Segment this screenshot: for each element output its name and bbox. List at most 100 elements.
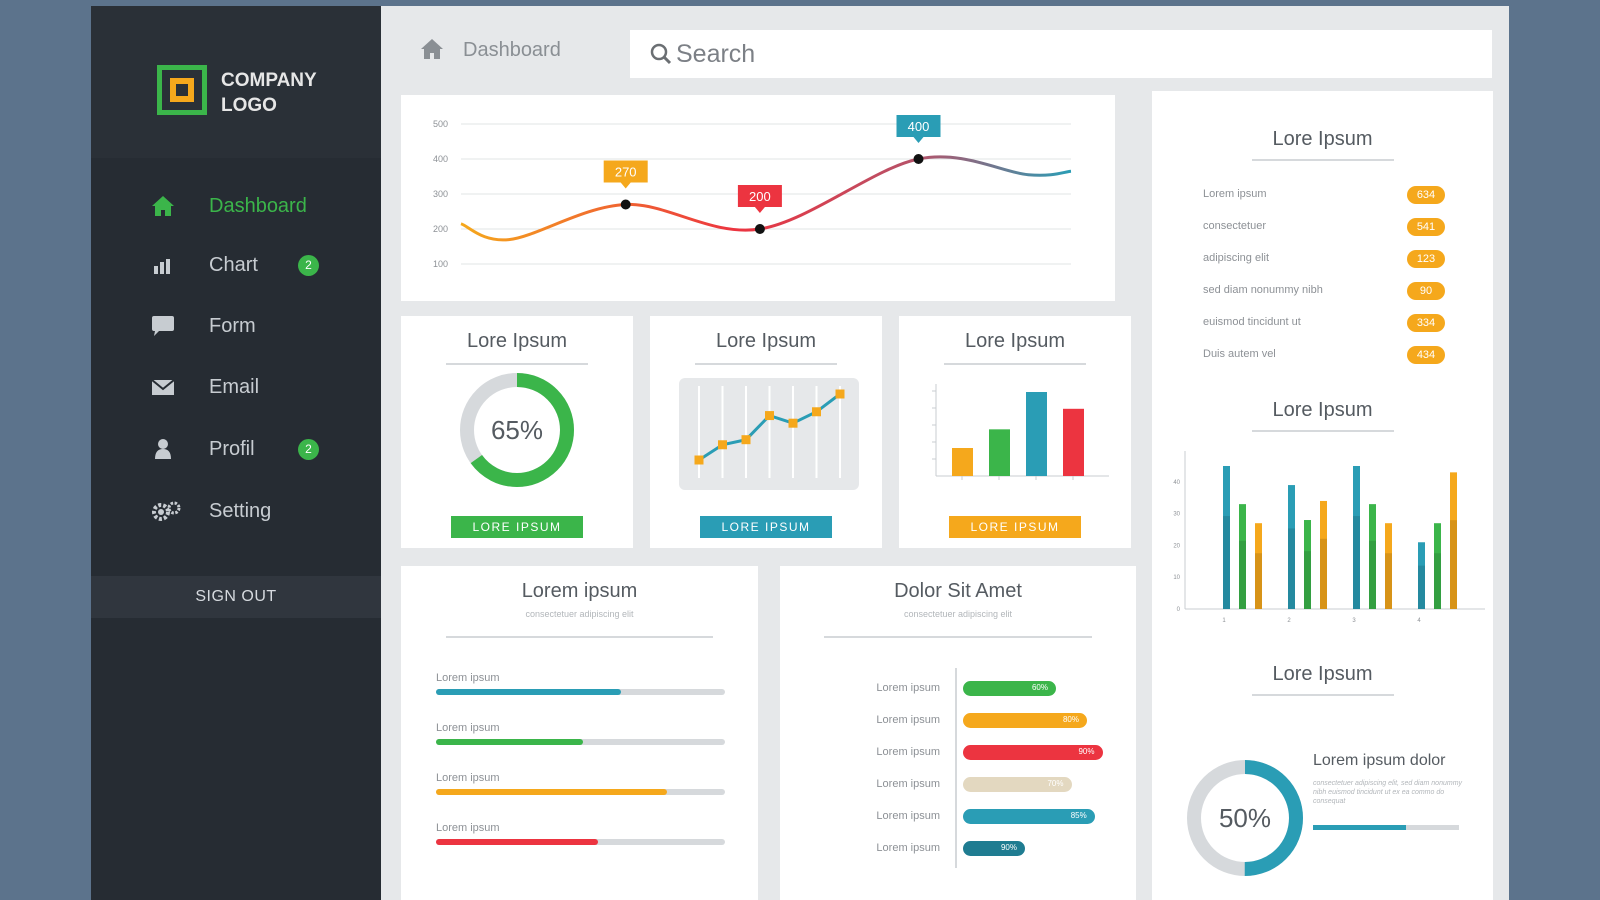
title-underline	[446, 636, 713, 638]
hbar-card: Dolor Sit Amet consectetuer adipiscing e…	[780, 566, 1136, 900]
progress-label: Lorem ipsum	[436, 822, 500, 834]
card-subtitle: consectetuer adipiscing elit	[525, 609, 634, 619]
x-tick-label: 1	[1222, 618, 1226, 624]
bar	[1223, 466, 1230, 609]
bar-chart-icon	[154, 259, 170, 274]
y-tick-label: 100	[433, 259, 448, 269]
progress-label: Lorem ipsum	[436, 772, 500, 784]
data-point	[788, 418, 798, 428]
bar-shade	[1304, 551, 1311, 609]
progress-fill	[436, 739, 584, 745]
sign-out-button[interactable]: SIGN OUT	[91, 576, 381, 618]
callout-box	[603, 160, 648, 183]
callout-box	[737, 185, 782, 207]
logo-icon	[157, 65, 207, 115]
progress-label: Lorem ipsum	[436, 672, 500, 684]
user-icon	[155, 439, 171, 459]
hbar-label: Lorem ipsum	[876, 682, 940, 694]
bar-shade	[1255, 553, 1262, 609]
progress-track	[436, 839, 725, 845]
progress-track	[436, 689, 725, 695]
sidebar-item-chart[interactable]: Chart 2	[91, 240, 381, 290]
donut-widget-card: Lore Ipsum 65% LORE IPSUM	[401, 316, 633, 548]
callout-label: 400	[908, 119, 930, 134]
stat-badge: 434	[1407, 346, 1445, 364]
callout-pointer	[620, 182, 631, 189]
sidebar-item-profil[interactable]: Profil 2	[91, 424, 381, 474]
data-point	[913, 154, 924, 164]
chat-bubble-icon	[152, 316, 174, 336]
x-tick-label: 3	[1352, 618, 1356, 624]
sidebar-item-email[interactable]: Email	[91, 362, 381, 412]
home-icon[interactable]	[420, 38, 444, 60]
hbar-percent: 90%	[1078, 747, 1095, 756]
x-tick-label: 2	[1287, 618, 1291, 624]
hbar: 70%	[963, 777, 1072, 792]
bar	[1353, 466, 1360, 609]
search-bar[interactable]	[630, 30, 1492, 78]
hbar: 90%	[963, 841, 1025, 856]
hbar-label: Lorem ipsum	[876, 842, 940, 854]
sidebar-item-label: Email	[209, 376, 260, 398]
data-point	[620, 199, 631, 210]
data-point	[754, 224, 765, 234]
title-underline	[1252, 430, 1394, 432]
callout-box	[896, 115, 941, 137]
hbar-label: Lorem ipsum	[876, 746, 940, 758]
bar	[1320, 500, 1327, 609]
bar	[1304, 520, 1311, 609]
callout-label: 200	[749, 189, 771, 204]
axis-line	[955, 668, 957, 868]
logo-text: COMPANY LOGO	[221, 68, 351, 118]
card-title: Lore Ipsum	[1272, 399, 1373, 421]
hbar-percent: 80%	[1062, 715, 1079, 724]
logo-line-2: LOGO	[221, 95, 277, 116]
bar	[1239, 504, 1246, 609]
donut-percent-label: 50%	[1219, 803, 1271, 833]
stat-badge: 90	[1407, 282, 1445, 300]
bar-shade	[1320, 538, 1327, 609]
card-title: Lore Ipsum	[1272, 663, 1373, 685]
home-icon	[152, 196, 174, 216]
lore-ipsum-button[interactable]: LORE IPSUM	[451, 516, 583, 538]
lore-ipsum-button[interactable]: LORE IPSUM	[700, 516, 832, 538]
stat-label: Lorem ipsum	[1203, 188, 1267, 200]
data-point	[741, 435, 751, 445]
y-tick-label: 0	[1177, 607, 1181, 613]
hbar-percent: 60%	[1031, 683, 1048, 692]
bar	[1434, 523, 1441, 609]
donut-progress-track	[1313, 825, 1459, 830]
bar-shade	[1369, 540, 1376, 609]
bar-shade	[1434, 553, 1441, 609]
sidebar-item-dashboard[interactable]: Dashboard	[91, 181, 381, 231]
hbar: 80%	[963, 713, 1087, 728]
bar-shade	[1288, 528, 1295, 609]
stat-badge: 541	[1407, 218, 1445, 236]
stat-label: adipiscing elit	[1203, 252, 1270, 264]
y-tick-label: 20	[1173, 543, 1180, 549]
page-title: Dashboard	[463, 39, 561, 61]
line-chart: 500 400 300 200 100 270 200 400	[433, 115, 1072, 269]
y-tick-label: 500	[433, 119, 448, 129]
logo-area: COMPANY LOGO	[91, 6, 381, 158]
hbar-label: Lorem ipsum	[876, 810, 940, 822]
mini-bar-widget-card: Lore Ipsum LORE IPSUM	[899, 316, 1131, 548]
progress-fill	[436, 839, 598, 845]
card-title: Dolor Sit Amet	[894, 580, 1022, 602]
title-underline	[1252, 694, 1394, 696]
donut-arc	[1187, 760, 1303, 876]
notification-badge: 2	[298, 255, 319, 276]
title-underline	[944, 363, 1086, 365]
y-tick-label: 30	[1173, 512, 1180, 518]
hbar-percent: 70%	[1047, 779, 1064, 788]
card-title: Lore Ipsum	[466, 330, 568, 352]
y-tick-label: 400	[433, 154, 448, 164]
sidebar-item-setting[interactable]: Setting	[91, 486, 381, 536]
bar	[1026, 392, 1047, 476]
donut-chart: 50%	[1187, 760, 1303, 876]
search-input[interactable]	[676, 38, 1456, 70]
sidebar-item-form[interactable]: Form	[91, 301, 381, 351]
bar	[1063, 408, 1084, 476]
lore-ipsum-button[interactable]: LORE IPSUM	[949, 516, 1081, 538]
progress-track	[436, 739, 725, 745]
